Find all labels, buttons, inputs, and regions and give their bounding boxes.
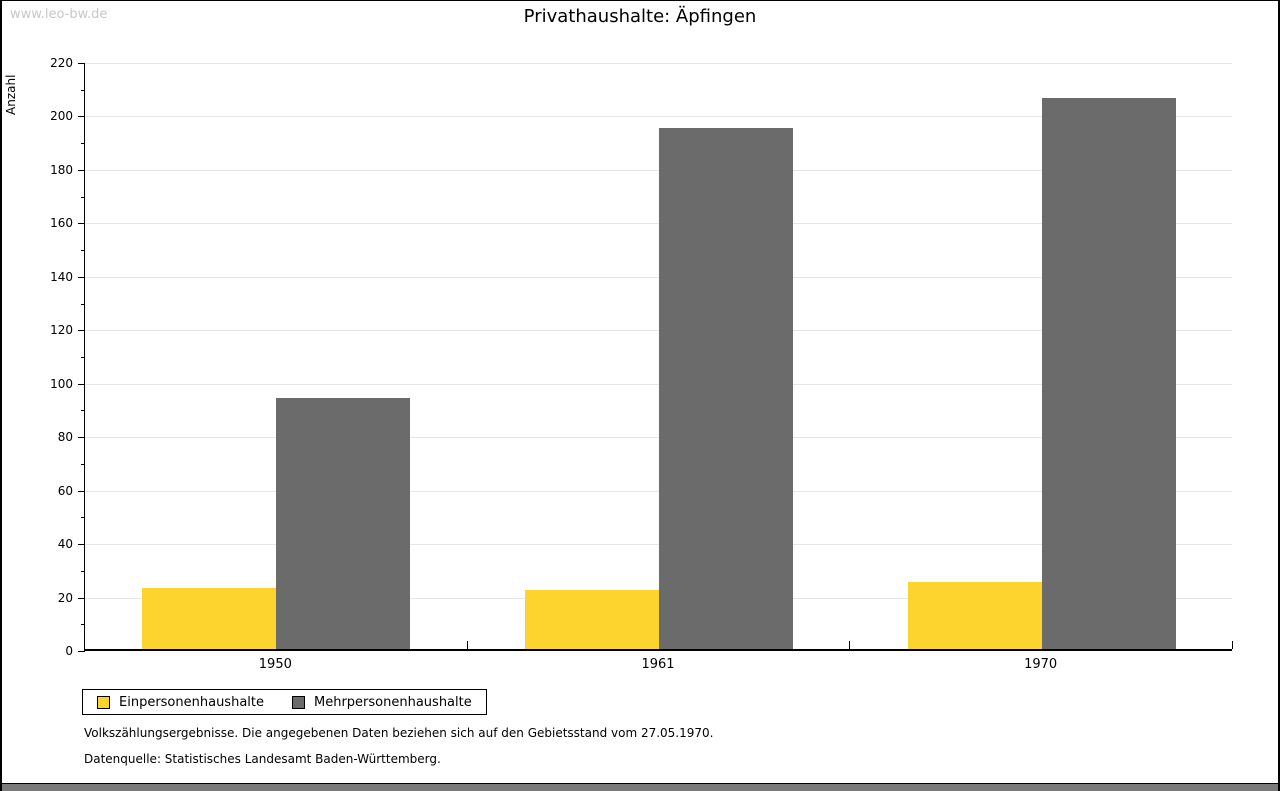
y-tick-minor-190 — [81, 143, 85, 145]
y-tick-minor-10 — [81, 624, 85, 626]
gridline-y-180 — [85, 169, 1232, 171]
legend-item-einpersonenhaushalte: Einpersonenhaushalte — [97, 695, 264, 710]
y-tick-major-60 — [78, 490, 85, 492]
gridline-y-100 — [85, 383, 1232, 385]
gridline-y-140 — [85, 276, 1232, 278]
legend-item-mehrpersonenhaushalte: Mehrpersonenhaushalte — [292, 695, 472, 710]
y-tick-major-40 — [78, 544, 85, 546]
y-tick-major-20 — [78, 597, 85, 599]
gridline-y-80 — [85, 437, 1232, 439]
y-tick-label-160: 160 — [50, 216, 73, 231]
y-tick-major-220 — [78, 63, 85, 64]
bar-1950-mehrpersonen — [276, 397, 411, 649]
y-tick-minor-70 — [81, 463, 85, 465]
bar-1961-einpersonen — [525, 590, 659, 649]
y-tick-label-120: 120 — [50, 323, 73, 338]
gridline-y-200 — [85, 116, 1232, 118]
y-tick-minor-30 — [81, 570, 85, 572]
bar-1950-einpersonen — [142, 587, 277, 649]
y-tick-label-80: 80 — [57, 430, 73, 445]
legend-label: Mehrpersonenhaushalte — [314, 694, 472, 710]
x-category-label-1970: 1970 — [1024, 657, 1058, 672]
x-tick-2 — [849, 641, 851, 649]
y-tick-major-120 — [78, 330, 85, 332]
y-tick-minor-50 — [81, 517, 85, 519]
gridline-y-220 — [85, 63, 1232, 64]
gridline-y-120 — [85, 330, 1232, 332]
y-tick-label-140: 140 — [50, 269, 73, 284]
legend-label: Einpersonenhaushalte — [119, 694, 264, 710]
bar-1970-einpersonen — [907, 582, 1042, 649]
y-tick-major-80 — [78, 437, 85, 439]
y-tick-minor-130 — [81, 303, 85, 305]
y-tick-label-220: 220 — [50, 56, 73, 70]
y-tick-label-0: 0 — [65, 644, 73, 658]
gridline-y-60 — [85, 490, 1232, 492]
window-bottom-strip — [2, 783, 1278, 791]
bar-1970-mehrpersonen — [1041, 98, 1176, 649]
legend-swatch-icon — [97, 695, 110, 709]
x-tick-1 — [466, 641, 468, 649]
y-tick-minor-210 — [81, 89, 85, 91]
y-tick-minor-110 — [81, 357, 85, 358]
x-category-label-1961: 1961 — [641, 657, 675, 672]
y-tick-minor-90 — [81, 410, 85, 412]
footnote-source-line1: Volkszählungsergebnisse. Die angegebenen… — [84, 726, 714, 740]
y-tick-major-140 — [78, 276, 85, 278]
y-tick-label-200: 200 — [50, 109, 73, 124]
y-tick-major-160 — [78, 223, 85, 225]
y-tick-label-20: 20 — [57, 590, 73, 605]
y-tick-label-40: 40 — [57, 537, 73, 552]
y-tick-minor-150 — [81, 250, 85, 252]
gridline-y-160 — [85, 223, 1232, 225]
y-tick-minor-170 — [81, 196, 85, 198]
y-tick-label-180: 180 — [50, 162, 73, 177]
legend-swatch-icon — [292, 695, 305, 709]
gridline-y-40 — [85, 544, 1232, 546]
watermark-text: www.leo-bw.de — [10, 7, 108, 22]
chart-title: Privathaushalte: Äpfingen — [523, 6, 757, 27]
y-tick-label-60: 60 — [57, 483, 73, 498]
bar-1961-mehrpersonen — [659, 127, 793, 649]
x-tick-3 — [1232, 641, 1233, 649]
x-category-label-1950: 1950 — [258, 657, 292, 672]
y-tick-major-180 — [78, 169, 85, 171]
y-tick-major-100 — [78, 383, 85, 385]
footnote-source-line2: Datenquelle: Statistisches Landesamt Bad… — [84, 752, 441, 766]
y-tick-major-0 — [78, 651, 85, 652]
plot-area — [78, 63, 1233, 652]
legend-box: Einpersonenhaushalte Mehrpersonenhaushalt… — [82, 689, 487, 715]
y-tick-label-100: 100 — [50, 376, 73, 391]
y-tick-major-200 — [78, 116, 85, 118]
